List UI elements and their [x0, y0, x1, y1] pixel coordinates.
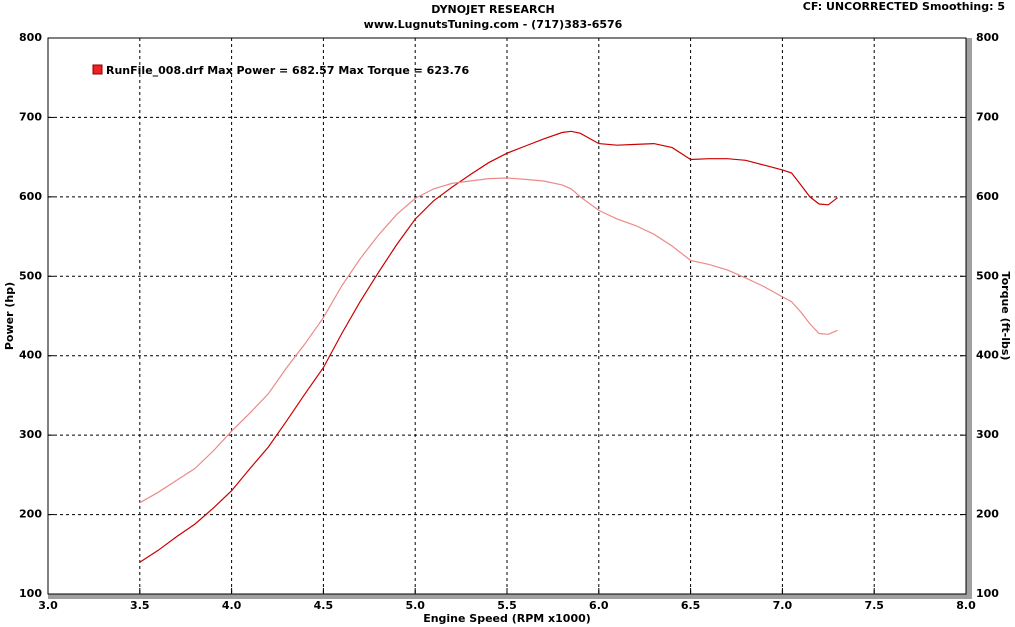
x-tick-label: 4.5: [314, 599, 334, 612]
chart-subtitle: www.LugnutsTuning.com - (717)383-6576: [364, 18, 623, 31]
y-tick-label: 500: [19, 269, 42, 282]
frame-shade: [48, 594, 972, 599]
y-tick-label: 200: [19, 508, 42, 521]
y2-axis-label: Torque (ft-lbs): [999, 272, 1012, 361]
y2-tick-label: 200: [976, 508, 999, 521]
y2-tick-label: 700: [976, 110, 999, 123]
legend-text: RunFile_008.drf Max Power = 682.57 Max T…: [106, 64, 469, 77]
annotation: CF: UNCORRECTED Smoothing: 5: [803, 0, 1005, 13]
y-tick-label: 400: [19, 349, 42, 362]
x-tick-label: 6.0: [589, 599, 609, 612]
frame-shade: [966, 38, 972, 594]
chart-title: DYNOJET RESEARCH: [431, 3, 554, 16]
x-tick-label: 7.0: [773, 599, 793, 612]
y2-tick-label: 300: [976, 428, 999, 441]
x-tick-label: 6.5: [681, 599, 701, 612]
x-tick-label: 7.5: [864, 599, 884, 612]
x-tick-label: 8.0: [956, 599, 976, 612]
y-tick-label: 100: [19, 587, 42, 600]
y-tick-label: 600: [19, 190, 42, 203]
series-line: [139, 130, 838, 563]
legend-marker: [92, 64, 103, 75]
series-line: [139, 177, 838, 504]
y-tick-label: 300: [19, 428, 42, 441]
y2-tick-label: 400: [976, 349, 999, 362]
y2-tick-label: 500: [976, 269, 999, 282]
y-axis-label: Power (hp): [3, 282, 16, 350]
x-tick-label: 4.0: [222, 599, 242, 612]
y-tick-label: 800: [19, 31, 42, 44]
y2-tick-label: 100: [976, 587, 999, 600]
x-axis-label: Engine Speed (RPM x1000): [423, 612, 591, 625]
x-tick-label: 5.0: [405, 599, 425, 612]
y-tick-label: 700: [19, 110, 42, 123]
y2-tick-label: 600: [976, 190, 999, 203]
x-tick-label: 3.5: [130, 599, 150, 612]
x-tick-label: 5.5: [497, 599, 517, 612]
x-tick-label: 3.0: [38, 599, 58, 612]
y2-tick-label: 800: [976, 31, 999, 44]
